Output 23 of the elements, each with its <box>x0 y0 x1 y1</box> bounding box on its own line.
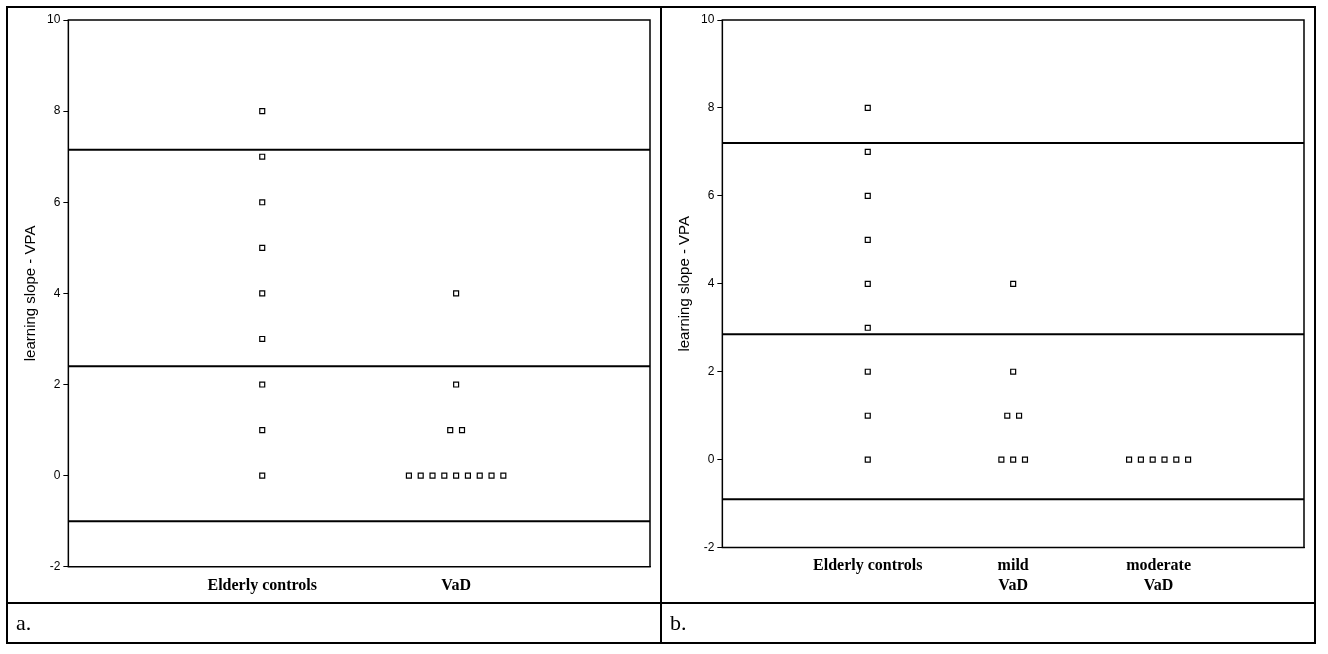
text: b. <box>670 610 687 635</box>
x-tick-label: VaD <box>441 575 471 593</box>
y-tick-label: 4 <box>707 276 715 291</box>
y-tick-label: 2 <box>53 376 61 391</box>
y-tick-label: 6 <box>53 194 61 209</box>
y-tick-label: 4 <box>53 285 61 300</box>
y-tick-label: -2 <box>49 559 61 574</box>
y-tick-label: -2 <box>703 539 715 554</box>
text: a. <box>16 610 32 635</box>
y-axis-title: learning slope - VPA <box>675 215 693 352</box>
x-tick-label: mild VaD <box>997 556 1029 593</box>
x-tick-label: moderate VaD <box>1126 556 1192 593</box>
y-tick-label: 8 <box>707 100 715 115</box>
y-tick-label: 6 <box>707 188 715 203</box>
y-axis-title: learning slope - VPA <box>21 225 39 362</box>
y-tick-label: 10 <box>46 12 61 27</box>
x-tick-label: Elderly controls <box>207 575 317 594</box>
y-tick-label: 0 <box>53 467 61 482</box>
y-tick-label: 0 <box>707 451 715 466</box>
y-tick-label: 10 <box>700 12 715 27</box>
y-tick-label: 8 <box>53 103 61 118</box>
x-tick-label: Elderly controls <box>813 556 923 575</box>
y-tick-label: 2 <box>707 364 715 379</box>
